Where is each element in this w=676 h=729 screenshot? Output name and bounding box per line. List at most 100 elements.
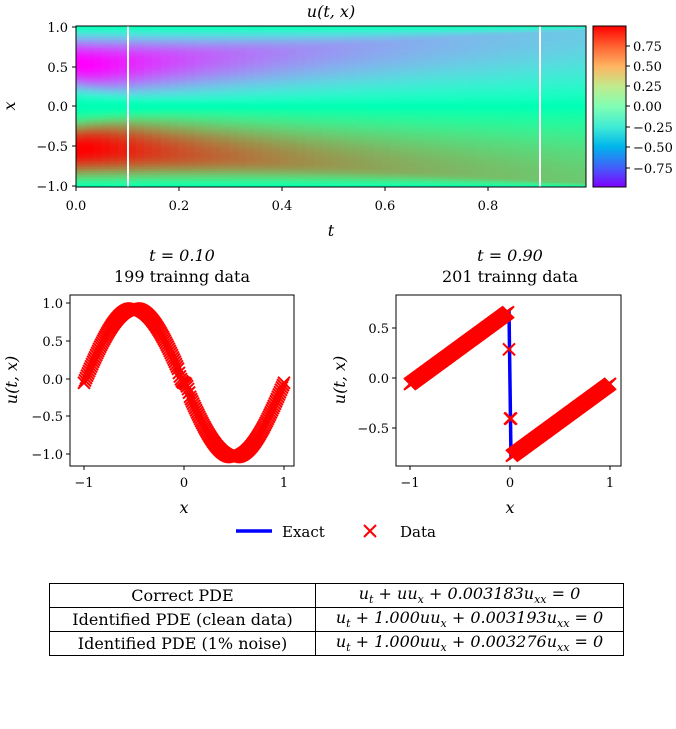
heatmap-cell [152,132,162,136]
heatmap-cell [127,116,137,120]
heatmap-cell [424,42,434,45]
heatmap-cell [237,44,247,47]
heatmap-cell [271,170,281,174]
heatmap-cell [178,164,188,168]
heatmap-cell [84,40,94,43]
heatmap-cell [186,68,196,71]
heatmap-cell [569,162,579,166]
heatmap-cell [492,164,502,168]
heatmap-cell [424,58,434,61]
heatmap-cell [212,34,222,37]
heatmap-cell [407,50,417,53]
heatmap-cell [169,118,179,122]
heatmap-cell [93,90,103,94]
heatmap-cell [93,92,103,96]
heatmap-cell [339,78,349,81]
heatmap-cell [450,48,460,51]
heatmap-cell [314,36,324,39]
heatmap-cell [305,120,315,124]
heatmap-cell [501,178,511,182]
heatmap-cell [169,62,179,65]
heatmap-cell [314,86,324,89]
heatmap-cell [407,68,417,71]
heatmap-cell [297,150,307,154]
heatmap-cell [212,130,222,134]
heatmap-cell [348,90,358,94]
heatmap-cell [322,42,332,45]
heatmap-cell [314,180,324,184]
heatmap-cell [76,58,86,61]
heatmap-cell [305,142,315,146]
heatmap-cell [577,80,586,83]
heatmap-cell [152,170,162,174]
heatmap-cell [518,150,528,154]
heatmap-cell [458,86,468,89]
heatmap-cell [297,60,307,63]
heatmap-cell [76,118,86,122]
heatmap-cell [101,52,111,55]
heatmap-cell [501,46,511,49]
heatmap-cell [246,172,256,176]
heatmap-cell [569,148,579,152]
heatmap-cell [220,184,230,187]
heatmap-cell [101,178,111,182]
heatmap-cell [229,110,239,114]
heatmap-cell [441,30,451,33]
heatmap-cell [280,146,290,150]
heatmap-cell [76,34,86,37]
heatmap-cell [254,38,264,41]
heatmap-cell [348,28,358,31]
heatmap-cell [297,30,307,33]
heatmap-cell [127,36,137,39]
heatmap-cell [577,136,586,140]
heatmap-cell [212,82,222,85]
heatmap-cell [203,162,213,166]
heatmap-cell [314,90,324,94]
heatmap-cell [348,168,358,172]
heatmap-cell [229,126,239,130]
heatmap-cell [331,120,341,124]
heatmap-cell [467,58,477,61]
heatmap-cell [76,134,86,138]
heatmap-cell [288,134,298,138]
heatmap-cell [339,34,349,37]
heatmap-cell [356,84,366,87]
heatmap-cell [288,108,298,112]
heatmap-cell [101,170,111,174]
heatmap-cell [577,76,586,79]
heatmap-cell [263,132,273,136]
heatmap-cell [382,180,392,184]
heatmap-cell [577,124,586,128]
heatmap-cell [560,48,570,51]
heatmap-cell [475,60,485,63]
heatmap-cell [424,144,434,148]
heatmap-cell [297,106,307,110]
heatmap-cell [560,46,570,49]
heatmap-cell [509,68,519,71]
heatmap-cell [450,158,460,162]
heatmap-cell [543,108,553,112]
heatmap-cell [93,134,103,138]
heatmap-cell [356,56,366,59]
heatmap-cell [152,108,162,112]
heatmap-cell [263,184,273,187]
heatmap-cell [144,92,154,96]
heatmap-cell [433,28,443,31]
heatmap-cell [467,54,477,57]
heatmap-cell [246,68,256,71]
heatmap-cell [152,58,162,61]
heatmap-cell [229,90,239,94]
heatmap-cell [501,126,511,130]
heatmap-cell [237,66,247,69]
heatmap-cell [220,110,230,114]
heatmap-cell [441,60,451,63]
heatmap-cell [237,88,247,91]
heatmap-cell [509,154,519,158]
heatmap-cell [492,92,502,96]
heatmap-cell [288,172,298,176]
heatmap-cell [84,150,94,154]
heatmap-cell [475,54,485,57]
heatmap-cell [407,144,417,148]
heatmap-cell [101,182,111,186]
heatmap-cell [93,62,103,65]
